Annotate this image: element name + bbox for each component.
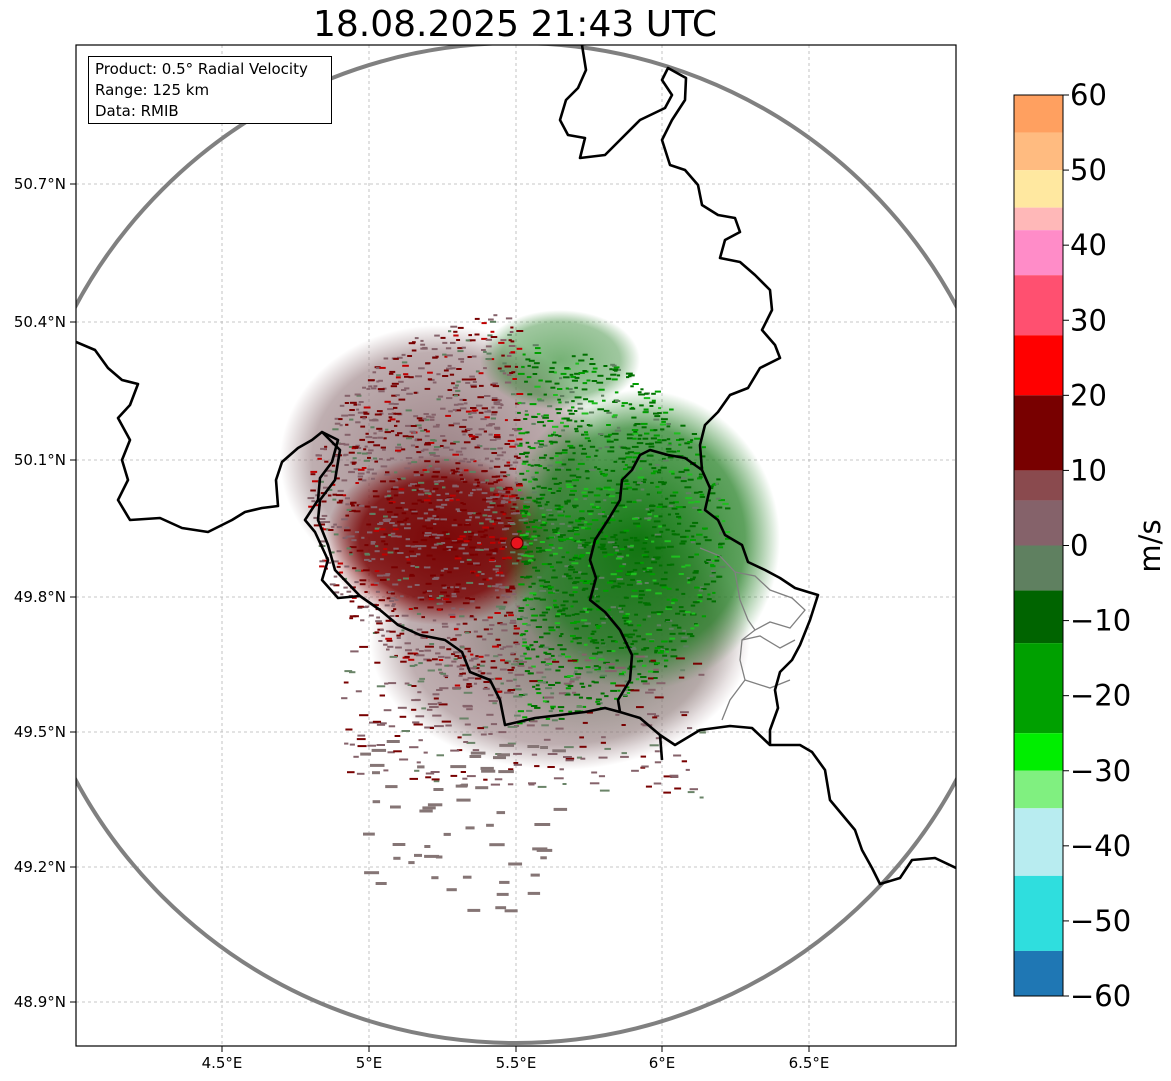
colorbar-unit-label: m/s — [1133, 519, 1167, 572]
colorbar-band — [1014, 95, 1063, 133]
colorbar-band — [1014, 545, 1063, 591]
data-source-label: Data: RMIB — [95, 102, 179, 120]
lat-tick-label: 50.7°N — [14, 175, 66, 193]
internal-boundaries — [699, 547, 806, 721]
lon-tick-label: 6°E — [649, 1054, 676, 1072]
map-title: 18.08.2025 21:43 UTC — [312, 4, 718, 45]
radar-site-marker — [510, 536, 524, 550]
colorbar-band — [1014, 470, 1063, 501]
range-ring — [76, 45, 956, 1045]
colorbar-band — [1014, 275, 1063, 336]
colorbar-band — [1014, 207, 1063, 231]
colorbar-tick-label: −10 — [1070, 604, 1131, 638]
product-info-box: Product: 0.5° Radial Velocity Range: 125… — [88, 56, 332, 124]
lon-tick-label: 6.5°E — [789, 1054, 830, 1072]
colorbar-band — [1014, 733, 1063, 771]
radar-echoes — [280, 310, 780, 913]
colorbar-band — [1014, 132, 1063, 171]
colorbar-tick-label: 40 — [1070, 228, 1107, 262]
colorbar-band — [1014, 950, 1063, 996]
colorbar-band — [1014, 500, 1063, 546]
colorbar-tick-label: −50 — [1070, 904, 1131, 938]
range-label: Range: 125 km — [95, 81, 210, 99]
colorbar-band — [1014, 808, 1063, 876]
country-borders — [76, 45, 956, 886]
colorbar-band — [1014, 643, 1063, 734]
product-label: Product: 0.5° Radial Velocity — [95, 60, 308, 78]
colorbar-tick-label: 10 — [1070, 453, 1107, 487]
lat-tick-label: 50.4°N — [14, 313, 66, 331]
colorbar-tick-label: −40 — [1070, 829, 1131, 863]
colorbar-tick-label: 50 — [1070, 153, 1107, 187]
colorbar-tick-label: 60 — [1070, 78, 1107, 112]
colorbar-band — [1014, 770, 1063, 809]
lon-tick-label: 4.5°E — [202, 1054, 243, 1072]
colorbar-band — [1014, 875, 1063, 951]
colorbar-tick-label: 30 — [1070, 303, 1107, 337]
colorbar-band — [1014, 170, 1063, 208]
colorbar-tick-label: −20 — [1070, 679, 1131, 713]
colorbar-band — [1014, 230, 1063, 276]
lon-tick-label: 5.5°E — [496, 1054, 537, 1072]
colorbar-band — [1014, 335, 1063, 396]
colorbar-gradient — [1014, 95, 1063, 996]
lat-tick-label: 49.5°N — [14, 723, 66, 741]
lon-tick-label: 5°E — [356, 1054, 383, 1072]
lat-tick-label: 50.1°N — [14, 451, 66, 469]
lat-tick-label: 48.9°N — [14, 993, 66, 1011]
lat-tick-label: 49.2°N — [14, 858, 66, 876]
colorbar-band — [1014, 395, 1063, 471]
colorbar-band — [1014, 590, 1063, 644]
colorbar-tick-label: −60 — [1070, 979, 1131, 1013]
colorbar-tick-label: 0 — [1070, 529, 1088, 563]
colorbar-tick-label: 20 — [1070, 378, 1107, 412]
lat-tick-label: 49.8°N — [14, 588, 66, 606]
colorbar-tick-label: −30 — [1070, 754, 1131, 788]
